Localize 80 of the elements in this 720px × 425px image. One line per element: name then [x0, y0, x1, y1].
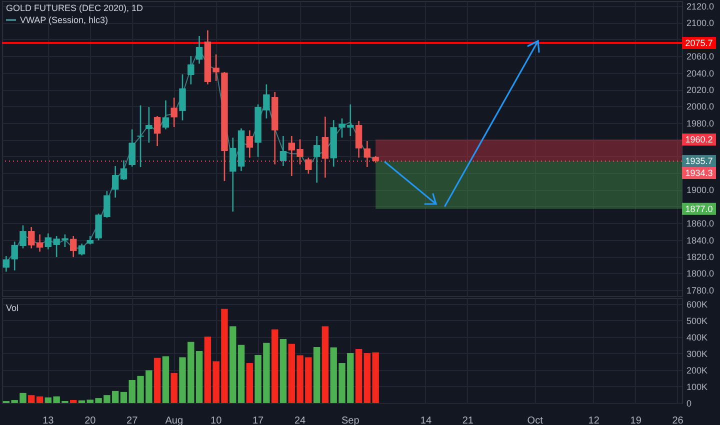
y-tick-label: 400K: [686, 332, 708, 342]
y-tick-label: 2100.0: [686, 18, 714, 28]
y-tick-label: 100K: [686, 382, 708, 392]
y-tick-label: 1780.0: [686, 285, 714, 296]
bar: [355, 349, 362, 403]
band-label: 1877.0: [685, 204, 713, 214]
text: Vol: [6, 303, 19, 313]
candlestick: [128, 128, 136, 168]
candlestick: [179, 74, 186, 121]
candlestick: [137, 104, 144, 168]
bar: [36, 396, 44, 403]
x-tick-label: 12: [588, 416, 600, 425]
candlestick: [70, 235, 77, 258]
bar: [230, 326, 236, 403]
x-tick-label: 19: [630, 416, 642, 425]
x-tick-label: 17: [252, 416, 264, 425]
y-tick-label: 1900.0: [686, 185, 714, 196]
bar: [120, 392, 128, 403]
bar: [246, 363, 254, 403]
y-tick-label: 2060.0: [686, 52, 714, 62]
y-tick-label: 0: [686, 398, 692, 408]
candlestick: [78, 242, 86, 256]
bar: [162, 356, 170, 403]
y-tick-label: 200K: [686, 365, 708, 376]
legend-label: VWAP (Session, hlc3): [20, 15, 108, 25]
x-tick-label: 10: [210, 416, 222, 425]
y-tick-label: 2040.0: [686, 68, 714, 78]
candlestick: [313, 135, 320, 184]
candlestick: [162, 100, 170, 130]
candlestick: [170, 97, 178, 128]
bar: [70, 400, 77, 403]
y-tick-label: 1840.0: [686, 235, 714, 246]
bar: [196, 350, 203, 403]
bar: [313, 347, 320, 403]
ref-line-label: 2075.7: [685, 38, 713, 48]
x-tick-label: 24: [294, 416, 306, 425]
candlestick: [112, 165, 119, 198]
band-label: 1960.2: [685, 134, 713, 144]
bar: [322, 326, 329, 403]
y-tick-label: 300K: [686, 348, 708, 359]
candlestick: [230, 137, 236, 212]
y-tick-label: 500K: [686, 316, 708, 326]
candlestick: [305, 156, 312, 174]
candlestick: [280, 135, 287, 167]
y-tick-label: 2020.0: [686, 85, 714, 96]
x-tick-label: 14: [420, 416, 432, 425]
bar: [280, 338, 287, 403]
candlestick: [322, 116, 329, 178]
candlestick: [146, 106, 152, 144]
chart-title: GOLD FUTURES (DEC 2020), 1D: [6, 3, 144, 13]
x-tick-label: 21: [462, 416, 474, 425]
y-tick-label: 600K: [686, 299, 708, 310]
bar: [238, 344, 245, 403]
candlestick: [2, 255, 10, 272]
bar: [154, 358, 161, 403]
bar: [170, 372, 178, 403]
y-tick-label: 2120.0: [686, 2, 714, 12]
y-tick-label: 1800.0: [686, 268, 714, 279]
y-tick-label: 1980.0: [686, 118, 714, 128]
y-tick-label: 2000.0: [686, 102, 714, 112]
ref-line-label: 1934.3: [685, 168, 713, 178]
candlestick: [36, 234, 44, 252]
x-tick-label: 13: [42, 416, 54, 425]
y-tick-label: 1820.0: [686, 252, 714, 262]
x-tick-label: Oct: [527, 416, 544, 425]
candlestick: [355, 120, 362, 158]
x-tick-label: 20: [84, 416, 96, 425]
candlestick: [28, 226, 35, 249]
bar: [28, 395, 35, 403]
y-tick-label: 1860.0: [686, 218, 714, 229]
x-tick-label: 26: [672, 416, 684, 425]
candlestick: [120, 160, 128, 181]
bar: [78, 400, 86, 403]
bar: [271, 329, 278, 403]
candlestick: [246, 130, 254, 158]
candlestick: [188, 55, 194, 85]
candlestick: [196, 35, 203, 64]
text: 1935.7: [685, 156, 713, 166]
candlestick: [154, 115, 161, 147]
x-tick-label: 27: [126, 416, 138, 425]
